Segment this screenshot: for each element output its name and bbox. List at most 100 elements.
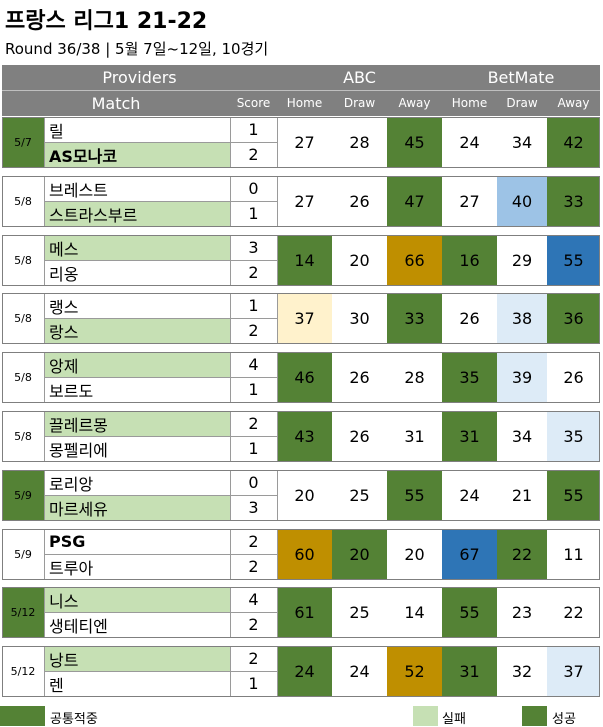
betmate-draw-value: 21 — [497, 470, 547, 520]
away-team-score: 2 — [230, 612, 277, 637]
column-divider — [44, 235, 45, 285]
abc-home-value: 61 — [277, 587, 332, 637]
column-divider — [44, 587, 45, 637]
column-divider — [277, 529, 278, 579]
match-date: 5/8 — [2, 176, 44, 226]
home-team-name: 니스 — [44, 587, 230, 612]
match-date: 5/8 — [2, 352, 44, 402]
page-title: 프랑스 리그1 21-22 — [5, 9, 208, 34]
betmate-away-value: 11 — [547, 529, 600, 579]
round-subtitle: Round 36/38 | 5월 7일~12일, 10경기 — [5, 40, 269, 58]
row-divider — [44, 142, 277, 143]
column-divider — [44, 529, 45, 579]
column-divider — [277, 176, 278, 226]
column-divider — [44, 411, 45, 461]
header-sub-0: Home — [277, 90, 332, 116]
abc-home-value: 27 — [277, 117, 332, 167]
row-divider — [44, 495, 277, 496]
away-team-score: 1 — [230, 201, 277, 226]
away-team-score: 2 — [230, 318, 277, 343]
away-team-name: 트루아 — [44, 554, 230, 579]
row-divider — [44, 377, 277, 378]
away-team-score: 1 — [230, 436, 277, 461]
header-sub-5: Away — [547, 90, 600, 116]
abc-away-value: 20 — [387, 529, 442, 579]
home-team-name: 릴 — [44, 117, 230, 142]
home-team-name: 랭스 — [44, 293, 230, 318]
column-divider — [44, 293, 45, 343]
legend-swatch-success — [522, 706, 547, 726]
away-team-name: 보르도 — [44, 377, 230, 402]
away-team-score: 3 — [230, 495, 277, 520]
away-team-name: 마르세유 — [44, 495, 230, 520]
column-divider — [277, 352, 278, 402]
column-divider — [230, 117, 231, 167]
abc-draw-value: 20 — [332, 235, 387, 285]
row-divider — [44, 436, 277, 437]
header-divider — [2, 90, 600, 91]
home-team-name: 로리앙 — [44, 470, 230, 495]
betmate-home-value: 26 — [442, 293, 497, 343]
betmate-home-value: 31 — [442, 411, 497, 461]
match-date: 5/8 — [2, 411, 44, 461]
abc-away-value: 55 — [387, 470, 442, 520]
betmate-draw-value: 38 — [497, 293, 547, 343]
match-date: 5/8 — [2, 235, 44, 285]
header-score: Score — [230, 90, 277, 116]
home-team-score: 3 — [230, 235, 277, 260]
header-sub-4: Draw — [497, 90, 547, 116]
betmate-away-value: 37 — [547, 646, 600, 696]
abc-draw-value: 26 — [332, 176, 387, 226]
betmate-away-value: 35 — [547, 411, 600, 461]
legend-label-common-hit: 공통적중 — [50, 712, 98, 727]
away-team-name: AS모나코 — [44, 142, 230, 167]
abc-home-value: 20 — [277, 470, 332, 520]
away-team-score: 1 — [230, 377, 277, 402]
abc-draw-value: 25 — [332, 470, 387, 520]
abc-draw-value: 26 — [332, 352, 387, 402]
legend-swatch-common-hit — [0, 706, 45, 726]
match-date: 5/8 — [2, 293, 44, 343]
abc-home-value: 43 — [277, 411, 332, 461]
home-team-score: 2 — [230, 529, 277, 554]
header-sub-1: Draw — [332, 90, 387, 116]
abc-home-value: 27 — [277, 176, 332, 226]
betmate-away-value: 33 — [547, 176, 600, 226]
abc-draw-value: 25 — [332, 587, 387, 637]
home-team-score: 1 — [230, 117, 277, 142]
away-team-name: 몽펠리에 — [44, 436, 230, 461]
abc-draw-value: 26 — [332, 411, 387, 461]
column-divider — [277, 293, 278, 343]
betmate-draw-value: 34 — [497, 117, 547, 167]
betmate-draw-value: 40 — [497, 176, 547, 226]
legend-label-fail: 실패 — [442, 712, 466, 727]
home-team-score: 0 — [230, 470, 277, 495]
column-divider — [230, 176, 231, 226]
betmate-home-value: 35 — [442, 352, 497, 402]
home-team-score: 0 — [230, 176, 277, 201]
column-divider — [230, 470, 231, 520]
column-divider — [277, 411, 278, 461]
abc-away-value: 14 — [387, 587, 442, 637]
betmate-away-value: 42 — [547, 117, 600, 167]
home-team-score: 2 — [230, 411, 277, 436]
betmate-away-value: 55 — [547, 235, 600, 285]
away-team-name: 생테티엔 — [44, 612, 230, 637]
row-divider — [44, 612, 277, 613]
home-team-name: 메스 — [44, 235, 230, 260]
header-sub-3: Home — [442, 90, 497, 116]
column-divider — [277, 587, 278, 637]
abc-draw-value: 24 — [332, 646, 387, 696]
away-team-score: 1 — [230, 671, 277, 696]
away-team-score: 2 — [230, 554, 277, 579]
row-divider — [44, 318, 277, 319]
betmate-away-value: 36 — [547, 293, 600, 343]
column-divider — [230, 411, 231, 461]
away-team-name: 랑스 — [44, 318, 230, 343]
betmate-home-value: 24 — [442, 117, 497, 167]
betmate-home-value: 24 — [442, 470, 497, 520]
column-divider — [230, 646, 231, 696]
row-divider — [44, 201, 277, 202]
home-team-name: 낭트 — [44, 646, 230, 671]
column-divider — [277, 235, 278, 285]
